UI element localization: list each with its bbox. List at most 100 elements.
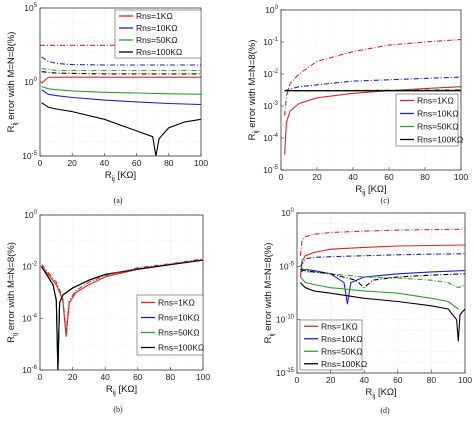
x-tick-label: 20 — [326, 375, 336, 385]
x-tick-label: 100 — [194, 158, 208, 168]
x-tick-label: 80 — [164, 158, 174, 168]
y-tick-label: 10-1 — [263, 37, 278, 47]
series-line — [300, 282, 465, 342]
x-tick-label: 80 — [420, 172, 430, 182]
legend: Rns=1KΩ Rns=10KΩ Rns=50KΩ Rns=100KΩ — [395, 93, 463, 147]
series-line — [300, 268, 465, 305]
legend-label: Rns=50KΩ — [136, 35, 178, 45]
series-line — [284, 76, 461, 92]
panel-caption: (c) — [381, 196, 390, 205]
legend-label: Rns=1KΩ — [158, 298, 195, 308]
x-tick-label: 40 — [100, 158, 110, 168]
x-tick-label: 40 — [359, 375, 369, 385]
panel-caption: (d) — [380, 406, 390, 415]
axes-frame — [39, 214, 204, 371]
series-line — [299, 265, 465, 289]
x-tick-label: 80 — [427, 375, 437, 385]
y-tick-label: 105 — [24, 3, 37, 13]
x-axis-label: Rij [KΩ] — [355, 184, 386, 197]
legend-label: Rns=10KΩ — [321, 334, 363, 344]
x-tick-label: 60 — [132, 158, 142, 168]
legend-label: Rns=100KΩ — [417, 135, 463, 145]
y-tick-label: 10-5 — [263, 165, 278, 175]
y-tick-label: 10-3 — [263, 101, 278, 111]
series-line — [41, 56, 201, 66]
legend-label: Rns=100KΩ — [158, 343, 204, 353]
x-tick-label: 20 — [68, 372, 78, 382]
y-tick-label: 100 — [24, 210, 37, 220]
legend-box — [136, 294, 204, 356]
series-line — [299, 228, 465, 256]
axes-frame — [280, 9, 462, 171]
y-tick-label: 10-15 — [276, 368, 295, 378]
legend-label: Rns=10KΩ — [136, 23, 178, 33]
legend-label: Rns=50KΩ — [321, 346, 363, 356]
y-tick-label: 10-4 — [263, 133, 278, 143]
y-tick-label: 10-5 — [279, 261, 294, 271]
x-axis-label: Rij [KΩ] — [105, 170, 136, 183]
y-tick-label: 100 — [265, 5, 278, 15]
chart-panel: 0 20 40 60 80 100 100 10-1 10-2 10-3 10-4 10-5 Rij [… — [247, 5, 468, 205]
series-group — [41, 258, 203, 370]
series-line — [41, 258, 203, 333]
x-tick-label: 0 — [38, 372, 43, 382]
x-tick-label: 100 — [196, 372, 210, 382]
legend-box — [299, 319, 363, 371]
legend-label: Rns=50KΩ — [158, 328, 200, 338]
x-tick-label: 100 — [458, 375, 472, 385]
y-axis-label: Rij error with M=N=8(%) — [6, 32, 19, 133]
legend-label: Rns=1KΩ — [321, 321, 358, 331]
series-group — [284, 38, 461, 155]
chart-panel: 0 20 40 60 80 100 100 10-2 10-4 10-6 Rij [KΩ] Rij e… — [6, 210, 210, 414]
x-tick-label: 40 — [348, 172, 358, 182]
series-line — [300, 268, 465, 289]
legend-label: Rns=10KΩ — [417, 109, 459, 119]
series-line — [41, 71, 201, 75]
x-tick-label: 40 — [100, 372, 110, 382]
series-line — [284, 86, 461, 155]
panel-caption: (a) — [114, 196, 123, 205]
x-axis-label: Rij [KΩ] — [106, 384, 137, 397]
y-tick-label: 100 — [24, 77, 37, 87]
series-line — [299, 244, 465, 278]
series-line — [41, 68, 201, 72]
legend-label: Rns=1KΩ — [136, 11, 173, 21]
legend: Rns=1KΩ Rns=10KΩ Rns=50KΩ Rns=100KΩ — [136, 294, 204, 356]
y-tick-label: 100 — [281, 208, 294, 218]
legend-label: Rns=10KΩ — [158, 313, 200, 323]
axes-frame — [296, 212, 466, 374]
series-line — [284, 38, 461, 116]
x-axis-label: Rij [KΩ] — [365, 387, 396, 400]
x-tick-label: 60 — [393, 375, 403, 385]
x-tick-label: 80 — [166, 372, 176, 382]
series-group — [299, 228, 465, 342]
legend: Rns=1KΩ Rns=10KΩ Rns=50KΩ Rns=100KΩ — [299, 319, 367, 371]
legend-label: Rns=100KΩ — [321, 359, 367, 369]
legend-label: Rns=50KΩ — [417, 122, 459, 132]
y-axis-label: Rij error with M=N=8(%) — [6, 242, 19, 343]
panel-caption: (b) — [113, 405, 123, 414]
x-tick-label: 20 — [67, 158, 77, 168]
y-tick-label: 10-6 — [22, 365, 37, 375]
chart-panel: 0 20 40 60 80 100 105 100 10-5 Rij [KΩ] Rij error … — [6, 3, 208, 205]
series-line — [41, 85, 201, 95]
series-line — [299, 253, 465, 267]
series-line — [41, 89, 201, 106]
y-axis-label: Rij error with M=N=8(%) — [263, 243, 276, 344]
y-tick-label: 10-2 — [22, 262, 37, 272]
series-line — [299, 276, 459, 310]
chart-panel: 0 20 40 60 80 100 100 10-5 10-10 10-15 Rij [KΩ] Rij… — [263, 208, 472, 415]
series-line — [41, 259, 203, 370]
y-tick-label: 10-4 — [22, 313, 37, 323]
series-line — [41, 76, 201, 84]
x-tick-label: 0 — [279, 172, 284, 182]
legend: Rns=1KΩ Rns=10KΩ Rns=50KΩ Rns=100KΩ — [114, 9, 202, 59]
y-tick-label: 10-5 — [22, 151, 37, 161]
legend-box — [395, 93, 459, 147]
y-tick-label: 10-10 — [276, 315, 295, 325]
series-line — [41, 102, 201, 156]
x-tick-label: 60 — [133, 372, 143, 382]
x-tick-label: 100 — [454, 172, 468, 182]
x-tick-label: 0 — [295, 375, 300, 385]
